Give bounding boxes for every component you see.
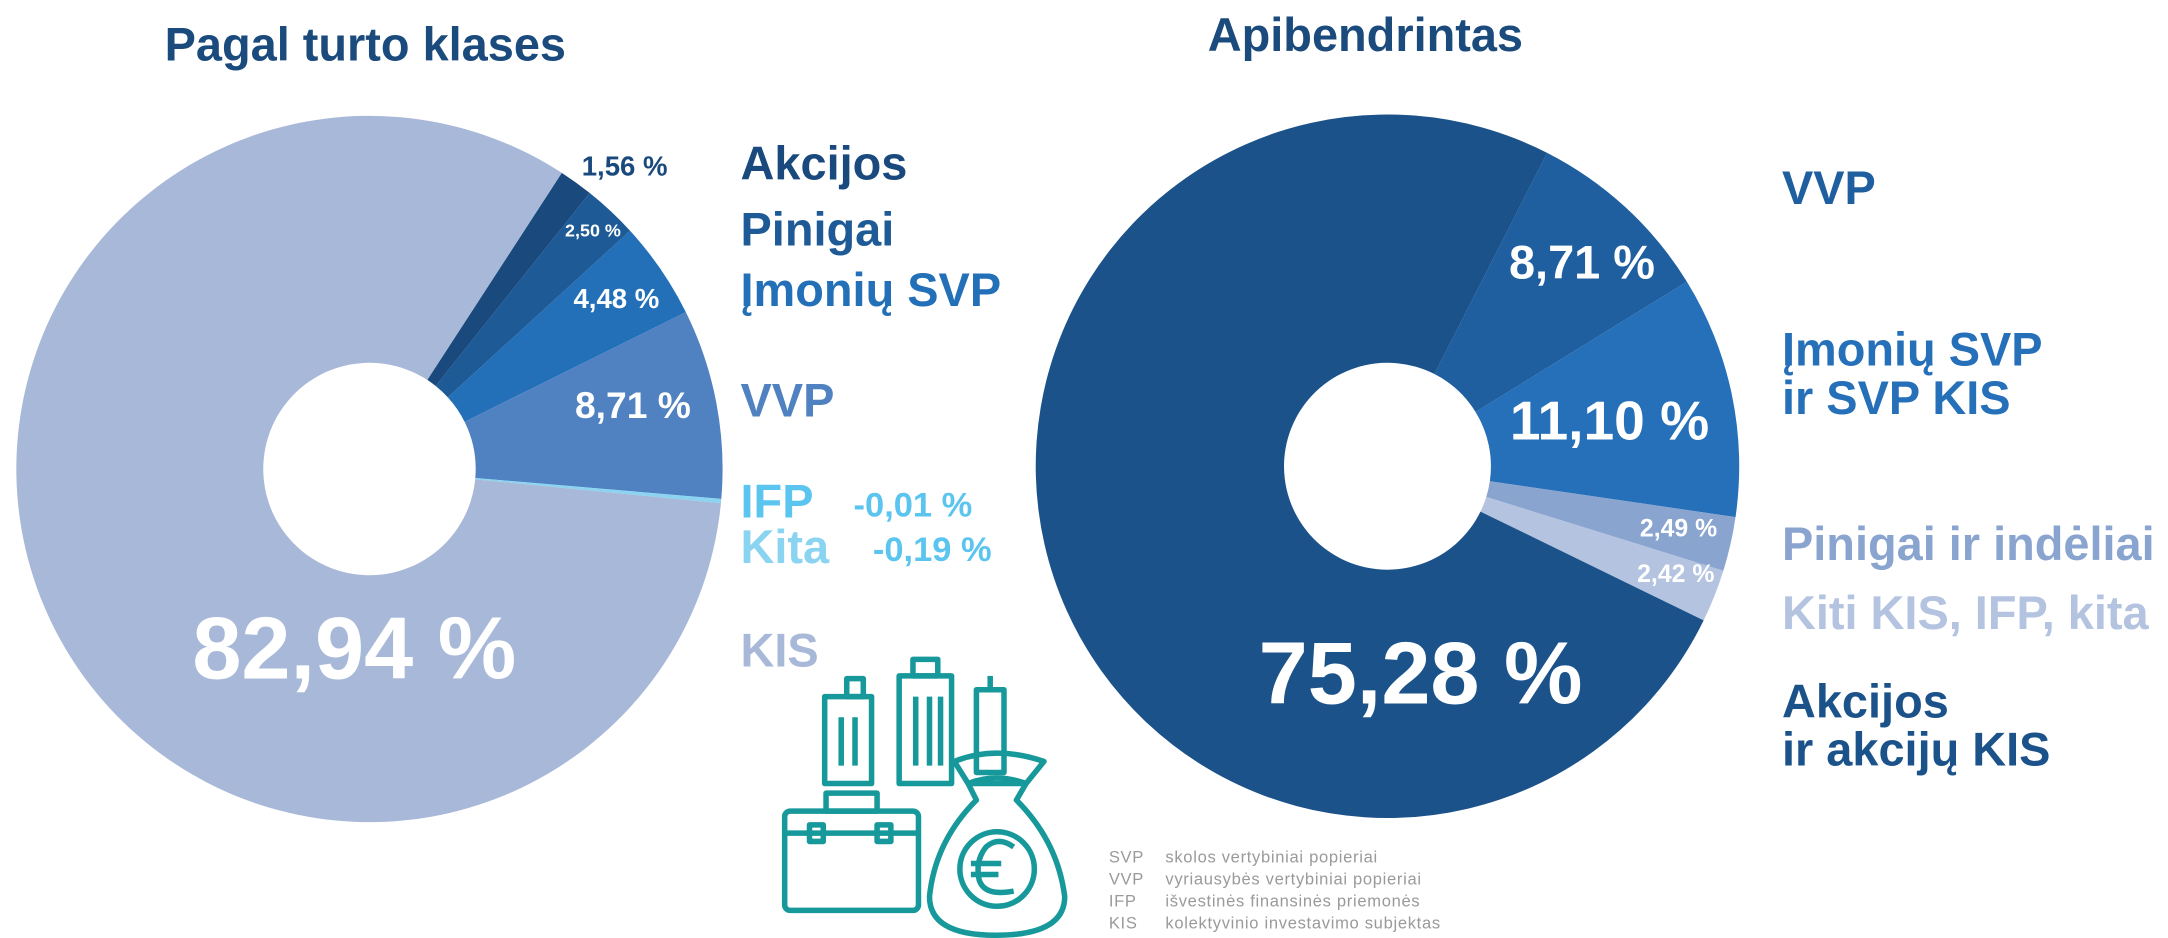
glossary-text: išvestinės finansinės priemonės: [1165, 892, 1420, 911]
value-label: 2,49 %: [1640, 515, 1717, 542]
value-label: 82,94 %: [192, 599, 516, 698]
value-label: 2,50 %: [565, 220, 621, 240]
glossary-text: vyriausybės vertybiniai popieriai: [1165, 869, 1421, 888]
legend-label: Pinigai ir indėliai: [1782, 521, 2168, 569]
chart-title: Pagal turto klases: [165, 19, 566, 71]
legend-label: Kiti KIS, IFP, kita: [1782, 590, 2168, 638]
value-label: -0,19 %: [873, 531, 992, 569]
legend-label: VVP: [1782, 166, 2168, 214]
legend-label: Pinigai: [741, 207, 1155, 255]
value-label: 75,28 %: [1259, 623, 1583, 722]
value-label: -0,01 %: [854, 487, 973, 525]
infographic: Pagal turto klases Akcijos 1,56 % Pinigai 2,…: [0, 0, 2168, 938]
legend-item: VVP: [1782, 166, 2168, 276]
glossary-text: kolektyvinio investavimo subjektas: [1165, 914, 1440, 933]
glossary-abbr: KIS: [1109, 914, 1138, 933]
chart-title: Apibendrintas: [1208, 9, 1523, 61]
glossary-abbr: VVP: [1109, 869, 1144, 888]
glossary-text: skolos vertybiniai popieriai: [1165, 847, 1377, 866]
legend-label: Akcijos: [741, 141, 1155, 189]
glossary-abbr: SVP: [1109, 847, 1144, 866]
legend-item: Akcijos ir akcijų KIS: [1782, 679, 2168, 789]
value-label: 4,48 %: [573, 283, 659, 314]
legend-label: Įmonių SVP ir SVP KIS: [1782, 327, 2168, 424]
glossary-abbr: IFP: [1109, 892, 1137, 911]
legend-label: Akcijos ir akcijų KIS: [1782, 679, 2168, 776]
value-label: 2,42 %: [1637, 561, 1714, 588]
value-label: 8,71 %: [575, 384, 691, 426]
value-label: 8,71 %: [1509, 237, 1655, 289]
legend-item: Įmonių SVP ir SVP KIS: [1782, 327, 2168, 437]
value-label: 11,10 %: [1510, 389, 1709, 451]
value-label: 1,56 %: [582, 151, 668, 182]
